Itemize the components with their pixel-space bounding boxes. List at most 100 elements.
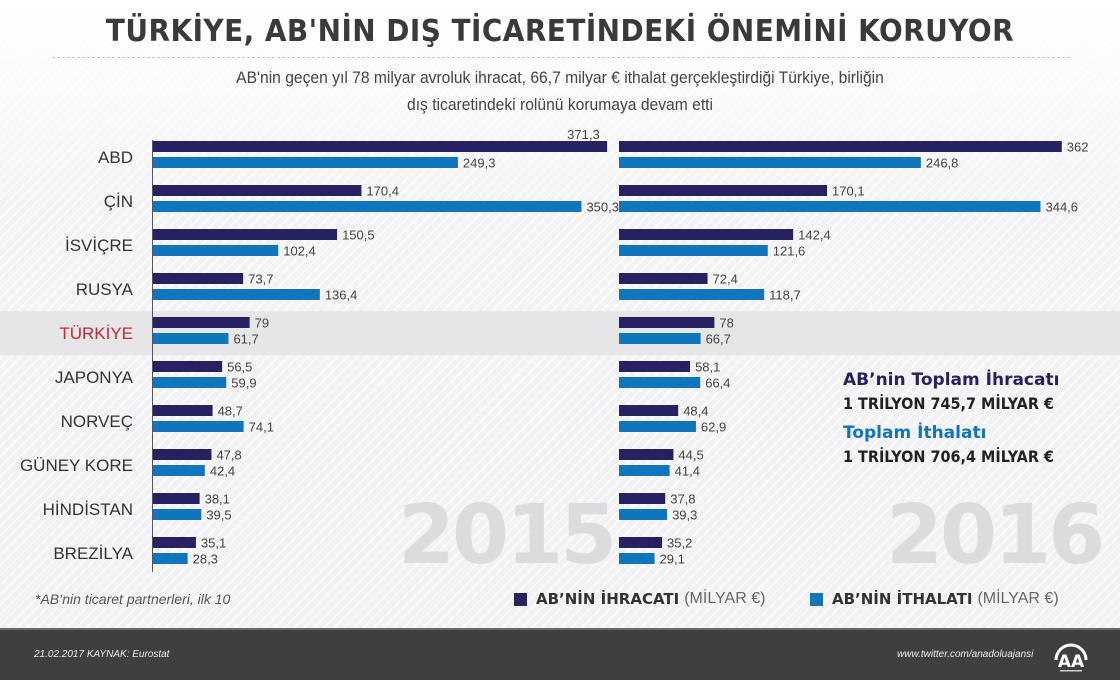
value-label: 344,6: [1045, 200, 1078, 215]
legend-import-label: AB’NİN İTHALATI: [832, 590, 973, 608]
infographic-title: TÜRKİYE, AB'NİN DIŞ TİCARETİNDEKİ ÖNEMİN…: [105, 14, 1015, 49]
export-bar: [619, 361, 691, 372]
twitter-link[interactable]: www.twitter.com/anadoluajansi: [897, 649, 1034, 660]
export-bar: [153, 229, 338, 240]
total-export-value: 1 TRİLYON 745,7 MİLYAR €: [843, 394, 1054, 413]
export-bar: [153, 317, 250, 328]
import-bar: [619, 201, 1041, 212]
totals-box: AB’nin Toplam İhracatı 1 TRİLYON 745,7 M…: [843, 370, 1077, 466]
import-bar: [153, 465, 205, 476]
import-bar: [153, 333, 229, 344]
value-label: 48,4: [683, 404, 708, 419]
value-label: 72,4: [713, 272, 738, 287]
value-label: 61,7: [233, 332, 258, 347]
value-label: 118,7: [769, 288, 801, 303]
category-label: RUSYA: [76, 280, 134, 299]
total-import-label: Toplam İthalatı: [843, 423, 987, 443]
import-bar: [153, 201, 582, 212]
import-bar: [619, 465, 670, 476]
value-label: 48,7: [218, 404, 243, 419]
import-bar: [619, 289, 765, 300]
category-label: ÇİN: [104, 192, 133, 211]
category-label: NORVEÇ: [61, 412, 133, 431]
export-bar: [619, 537, 663, 548]
date-and-source: 21.02.2017 KAYNAK: Eurostat: [34, 649, 170, 660]
import-bar: [619, 377, 701, 388]
import-bar: [619, 421, 696, 432]
export-bar: [619, 449, 674, 460]
category-label: ABD: [98, 148, 133, 167]
export-bar: [619, 141, 1062, 152]
import-bar: [619, 157, 921, 168]
category-label: JAPONYA: [55, 368, 134, 387]
category-label: GÜNEY KORE: [20, 456, 133, 475]
title-divider: [52, 57, 1070, 58]
value-label: 47,8: [216, 448, 241, 463]
import-bar: [153, 509, 202, 520]
import-bar: [619, 553, 655, 564]
anadolu-agency-logo-icon: AA: [1054, 643, 1088, 672]
category-label: HİNDİSTAN: [43, 500, 133, 519]
value-label: 28,3: [193, 552, 218, 567]
value-label: 35,2: [667, 536, 692, 551]
import-bar: [153, 289, 320, 300]
value-label: 66,4: [705, 376, 730, 391]
value-label: 35,1: [201, 536, 226, 551]
value-label: 59,9: [231, 376, 256, 391]
import-bar: [153, 157, 458, 168]
export-bar: [619, 185, 828, 196]
category-label: İSVİÇRE: [65, 236, 133, 255]
value-label: 62,9: [701, 420, 726, 435]
total-import-value: 1 TRİLYON 706,4 MİLYAR €: [843, 447, 1054, 466]
legend-export-swatch: [514, 592, 527, 606]
total-export-label: AB’nin Toplam İhracatı: [843, 370, 1060, 390]
value-label: 37,8: [670, 492, 695, 507]
import-bar: [619, 509, 668, 520]
export-bar: [619, 405, 679, 416]
value-label: 142,4: [798, 228, 831, 243]
legend-export-label: AB’NİN İHRACATI: [536, 590, 680, 608]
value-label: 249,3: [463, 156, 496, 171]
legend-import-unit: (MİLYAR €): [977, 590, 1059, 607]
value-label: 29,1: [660, 552, 685, 567]
value-label: 73,7: [248, 272, 273, 287]
value-label: 39,3: [672, 508, 697, 523]
category-axis-line: [152, 140, 153, 572]
value-label: 170,1: [832, 184, 865, 199]
export-bar: [619, 493, 666, 504]
legend-export-unit: (MİLYAR €): [684, 590, 766, 607]
import-bar: [619, 245, 768, 256]
value-label: 350,3: [586, 200, 619, 215]
value-label: 362: [1067, 140, 1089, 155]
value-label: 121,6: [773, 244, 806, 259]
value-label: 170,4: [366, 184, 399, 199]
subtitle-line-2: dış ticaretindeki rolünü korumaya devam …: [406, 95, 713, 114]
export-bar: [153, 493, 200, 504]
category-label: BREZİLYA: [53, 544, 133, 563]
import-bar: [619, 333, 701, 344]
value-label: 42,4: [210, 464, 235, 479]
footer-bar: 21.02.2017 KAYNAK: Eurostat www.twitter.…: [0, 628, 1120, 680]
export-bar: [153, 405, 213, 416]
import-bar: [153, 553, 188, 564]
export-bar: [619, 229, 794, 240]
legend-import: AB’NİN İTHALATI (MİLYAR €): [810, 590, 1059, 608]
value-label: 102,4: [283, 244, 316, 259]
import-bar: [153, 421, 244, 432]
legend-import-swatch: [810, 592, 823, 606]
export-bar: [153, 185, 362, 196]
value-label: 78: [719, 316, 733, 331]
export-bar: [153, 141, 608, 152]
value-label: 44,5: [678, 448, 703, 463]
svg-text:AA: AA: [1058, 652, 1085, 672]
export-bar: [619, 273, 708, 284]
value-label: 371,3: [567, 127, 600, 142]
value-label: 74,1: [249, 420, 274, 435]
value-label: 58,1: [695, 360, 720, 375]
value-label: 39,5: [206, 508, 231, 523]
value-label: 246,8: [926, 156, 959, 171]
value-label: 136,4: [325, 288, 358, 303]
value-label: 56,5: [227, 360, 252, 375]
export-bar: [153, 449, 212, 460]
export-bar: [619, 317, 715, 328]
